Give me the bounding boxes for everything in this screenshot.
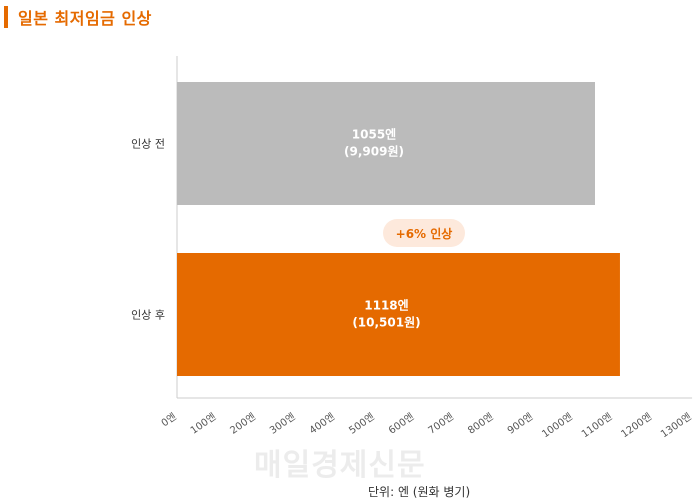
bar-label-before-line-1: 1055엔: [352, 127, 396, 142]
watermark-text: 매일경제신문: [254, 448, 426, 483]
x-tick-label: 200엔: [228, 411, 258, 437]
x-tick-label: 0엔: [159, 411, 179, 430]
x-tick-label: 100엔: [188, 411, 218, 437]
x-tick-label: 500엔: [347, 411, 377, 437]
change-badge: [383, 219, 465, 247]
bar-label-after-line-2: (10,501원): [352, 316, 420, 330]
chart-title: 일본 최저임금 인상: [4, 6, 152, 28]
bar-label-after-line-1: 1118엔: [364, 298, 408, 313]
x-tick-label: 1000엔: [540, 411, 575, 441]
bar-before: [177, 82, 595, 205]
x-tick-label: 900엔: [505, 411, 535, 437]
bar-label-before-line-2: (9,909원): [344, 145, 404, 159]
x-tick-label: 1300엔: [659, 411, 694, 441]
change-badge-label: +6% 인상: [396, 226, 453, 241]
x-tick-label: 300엔: [268, 411, 298, 437]
category-label-after: 인상 후: [131, 309, 165, 322]
x-tick-label: 1200엔: [619, 411, 654, 441]
x-tick-label: 400엔: [307, 411, 337, 437]
x-tick-label: 800엔: [466, 411, 496, 437]
title-accent-bar: [4, 6, 8, 28]
x-tick-label: 700엔: [426, 411, 456, 437]
unit-note: 단위: 엔 (원화 병기): [368, 485, 471, 499]
x-tick-label: 1100엔: [579, 411, 614, 441]
title-text: 일본 최저임금 인상: [18, 9, 152, 28]
category-label-before: 인상 전: [131, 138, 165, 151]
bar-after: [177, 253, 620, 376]
x-tick-label: 600엔: [386, 411, 416, 437]
